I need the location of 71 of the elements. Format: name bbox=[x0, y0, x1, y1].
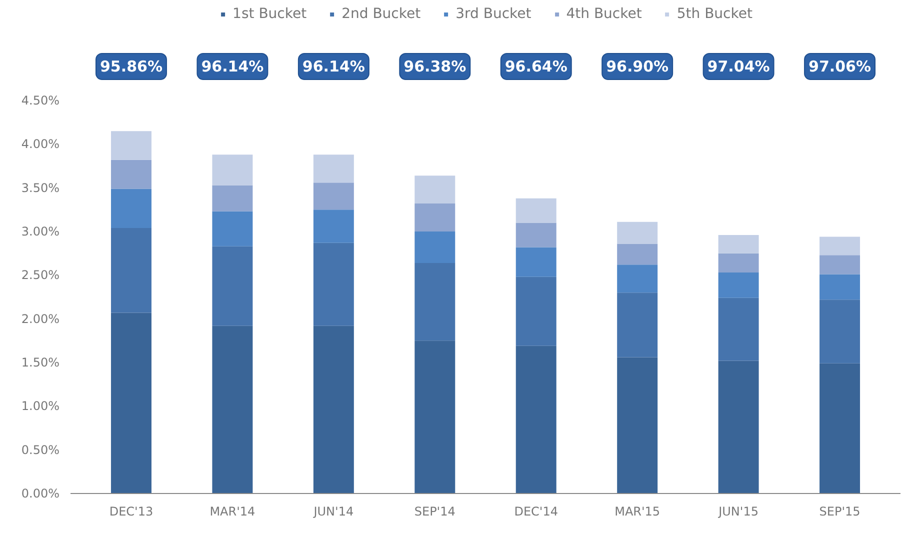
bar bbox=[414, 340, 456, 494]
text: 96.38% bbox=[404, 58, 466, 76]
y-tick-label: 1.00% bbox=[21, 399, 60, 414]
y-tick-label: 2.50% bbox=[21, 268, 60, 282]
text: 97.04% bbox=[707, 58, 770, 76]
bar bbox=[617, 357, 658, 494]
bar bbox=[110, 160, 152, 189]
bar bbox=[820, 236, 860, 256]
text: 96.64% bbox=[504, 58, 568, 76]
bar bbox=[313, 154, 354, 183]
y-tick-label: 4.00% bbox=[21, 137, 60, 152]
bar bbox=[718, 298, 759, 361]
x-tick-label: MAR'14 bbox=[210, 504, 256, 518]
y-tick-label: 0.00% bbox=[21, 486, 60, 500]
text: 96.14% bbox=[201, 58, 264, 76]
legend-label: 5th Bucket bbox=[676, 6, 752, 22]
bar bbox=[110, 312, 152, 494]
bar bbox=[313, 326, 354, 494]
bar bbox=[617, 292, 658, 358]
text: 96.14% bbox=[302, 58, 365, 76]
y-tick-label: 3.00% bbox=[21, 224, 60, 238]
bar bbox=[617, 264, 658, 293]
y-tick-label: 1.50% bbox=[21, 356, 60, 370]
bar bbox=[516, 198, 556, 223]
legend-label: 4th Bucket bbox=[566, 6, 642, 22]
bar bbox=[718, 253, 759, 273]
bar bbox=[313, 242, 354, 326]
bar bbox=[617, 244, 658, 265]
text: 95.86% bbox=[100, 58, 162, 76]
bar bbox=[313, 210, 354, 243]
bar bbox=[820, 255, 860, 274]
x-tick-label: SEP'14 bbox=[414, 504, 456, 518]
bar bbox=[820, 300, 860, 364]
bar bbox=[212, 211, 253, 246]
bar bbox=[414, 204, 456, 232]
legend-label: 1st Bucket bbox=[232, 6, 307, 22]
legend-label: 3rd Bucket bbox=[456, 6, 532, 22]
x-tick-label: MAR'15 bbox=[614, 504, 660, 518]
bar bbox=[110, 131, 152, 160]
bar bbox=[414, 232, 456, 263]
legend-label: 2nd Bucket bbox=[342, 6, 421, 22]
bar bbox=[718, 272, 759, 298]
bar bbox=[617, 222, 658, 244]
bar bbox=[820, 274, 860, 300]
bar bbox=[516, 222, 556, 248]
bar bbox=[313, 182, 354, 210]
text: 96.90% bbox=[606, 58, 669, 76]
y-tick-label: 4.50% bbox=[21, 94, 60, 108]
x-tick-label: JUN'15 bbox=[718, 504, 758, 518]
bar bbox=[414, 176, 456, 204]
x-tick-label: JUN'14 bbox=[312, 504, 354, 518]
x-tick-label: DEC'13 bbox=[109, 504, 154, 518]
bar bbox=[212, 185, 253, 212]
bar bbox=[820, 363, 860, 494]
bar bbox=[516, 276, 556, 346]
bar bbox=[516, 346, 556, 494]
bar bbox=[110, 188, 152, 228]
x-tick-label: SEP'15 bbox=[819, 504, 860, 518]
bar bbox=[212, 326, 253, 494]
y-tick-label: 0.50% bbox=[21, 442, 60, 457]
bar bbox=[110, 228, 152, 313]
bar bbox=[212, 246, 253, 326]
bar bbox=[718, 234, 759, 254]
y-tick-label: 3.50% bbox=[21, 180, 60, 195]
x-tick-label: DEC'14 bbox=[514, 504, 558, 518]
bar bbox=[414, 262, 456, 341]
text: 97.06% bbox=[808, 58, 872, 76]
bar bbox=[212, 154, 253, 186]
y-tick-label: 2.00% bbox=[21, 312, 60, 326]
bar bbox=[718, 360, 759, 494]
bar bbox=[516, 247, 556, 277]
